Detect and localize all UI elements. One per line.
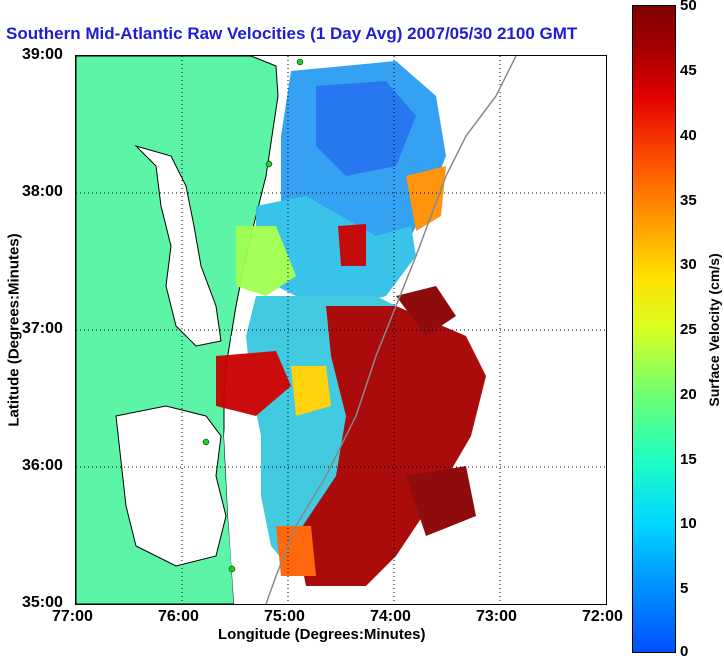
colorbar-tick: 20 xyxy=(680,386,697,403)
colorbar-tick: 5 xyxy=(680,580,689,597)
colorbar-tick: 30 xyxy=(680,256,697,273)
colorbar-tick: 45 xyxy=(680,62,697,79)
colorbar-tick: 40 xyxy=(680,127,697,144)
x-tick-label: 72:00 xyxy=(582,608,623,625)
station-markers xyxy=(202,58,304,573)
y-tick-label: 39:00 xyxy=(22,46,63,63)
velocity-map xyxy=(76,56,606,604)
pamlico-sound xyxy=(115,405,227,567)
colorbar xyxy=(632,5,676,653)
colorbar-tick: 25 xyxy=(680,321,697,338)
colorbar-tick: 50 xyxy=(680,0,697,14)
x-tick-label: 75:00 xyxy=(264,608,305,625)
graticule xyxy=(76,56,606,604)
x-tick-label: 77:00 xyxy=(52,608,93,625)
x-tick-label: 76:00 xyxy=(158,608,199,625)
colorbar-tick: 0 xyxy=(680,643,689,660)
map-title: Southern Mid-Atlantic Raw Velocities (1 … xyxy=(6,24,578,43)
x-tick-label: 73:00 xyxy=(476,608,517,625)
velocity-field xyxy=(216,61,486,586)
colorbar-tick: 10 xyxy=(680,515,697,532)
y-tick-label: 38:00 xyxy=(22,183,63,200)
y-tick-label: 37:00 xyxy=(22,320,63,337)
map-plot-area[interactable] xyxy=(75,55,607,605)
colorbar-label: Surface Velocity (cm/s) xyxy=(706,253,722,407)
x-tick-label: 74:00 xyxy=(370,608,411,625)
y-axis-label: Latitude (Degrees:Minutes) xyxy=(5,233,23,427)
y-tick-label: 35:00 xyxy=(22,594,63,611)
x-axis-label: Longitude (Degrees:Minutes) xyxy=(218,626,426,643)
y-tick-label: 36:00 xyxy=(22,457,63,474)
chesapeake-bay xyxy=(134,144,222,347)
colorbar-tick: 15 xyxy=(680,451,697,468)
colorbar-tick: 35 xyxy=(680,192,697,209)
bathymetry-contour xyxy=(265,56,517,604)
